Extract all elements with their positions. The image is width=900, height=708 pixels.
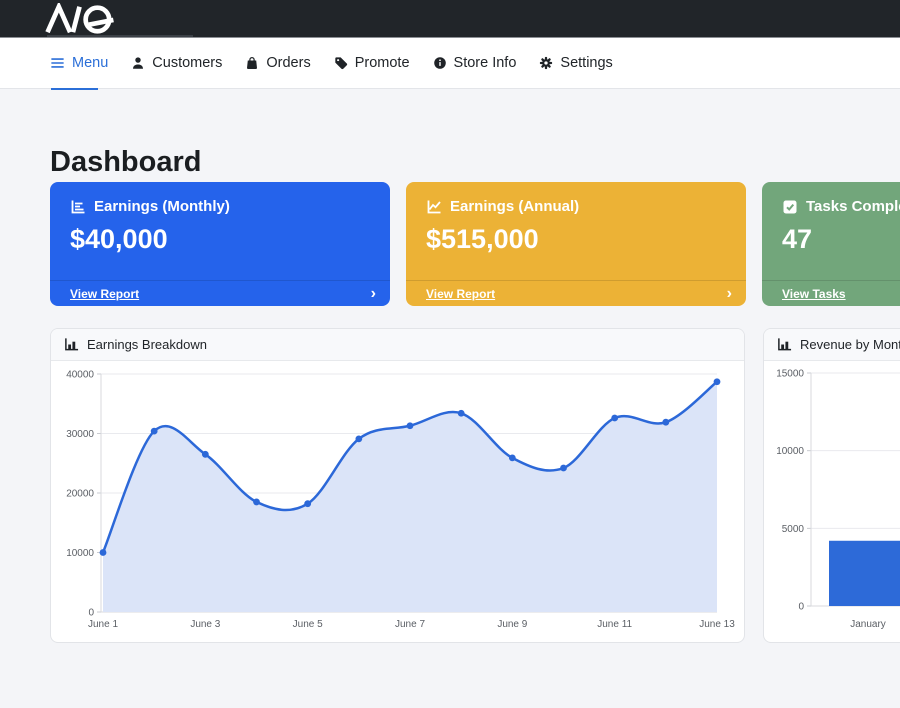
stat-card-earnings-annual: Earnings (Annual) $515,000 View Report ›	[406, 182, 746, 306]
card-footer: View Report ›	[50, 280, 390, 306]
nav-label: Menu	[72, 55, 109, 71]
stat-cards-row: Earnings (Monthly) $40,000 View Report ›…	[50, 182, 900, 306]
chart-title: Earnings Breakdown	[87, 337, 207, 352]
earnings-breakdown-card: Earnings Breakdown 0 10000 20000 30000 40000…	[50, 328, 745, 643]
bar-chart-icon	[71, 200, 85, 213]
nav-item-orders[interactable]: Orders	[245, 55, 311, 71]
svg-text:0: 0	[798, 602, 804, 613]
card-title: Earnings (Annual)	[450, 198, 580, 215]
nav-label: Orders	[266, 55, 311, 71]
svg-text:5000: 5000	[782, 524, 805, 535]
svg-text:June 7: June 7	[395, 619, 425, 630]
person-icon	[133, 57, 144, 69]
svg-text:0: 0	[88, 608, 94, 619]
bag-icon	[247, 56, 258, 70]
chart-title: Revenue by Month	[800, 337, 900, 352]
card-title: Tasks Completed	[806, 198, 900, 215]
svg-text:10000: 10000	[66, 548, 94, 559]
view-tasks-link[interactable]: View Tasks	[782, 286, 846, 301]
gear-icon	[540, 56, 553, 70]
page-title: Dashboard	[50, 146, 202, 178]
stat-card-earnings-monthly: Earnings (Monthly) $40,000 View Report ›	[50, 182, 390, 306]
page-content: Dashboard Earnings (Monthly) $40,000 Vie…	[0, 146, 900, 643]
svg-text:30000: 30000	[66, 429, 94, 440]
line-chart-icon	[427, 200, 441, 213]
chart-icon	[778, 338, 792, 351]
view-report-link[interactable]: View Report	[70, 286, 140, 301]
revenue-by-month-card: Revenue by Month 0 5000 10000 15000 January	[763, 328, 900, 643]
svg-text:January: January	[850, 619, 886, 630]
nav-label: Customers	[152, 55, 223, 71]
tag-icon	[335, 57, 347, 70]
chart-icon	[65, 338, 79, 351]
nav-item-settings[interactable]: Settings	[539, 55, 613, 71]
charts-row: Earnings Breakdown 0 10000 20000 30000 40000…	[50, 328, 900, 643]
hamburger-icon	[51, 58, 64, 68]
aiq-logo[interactable]	[40, 0, 136, 40]
stat-card-tasks-completed: Tasks Completed 47 View Tasks ›	[762, 182, 900, 306]
info-icon	[433, 57, 446, 69]
aiq-logo-icon	[45, 0, 114, 34]
card-footer: View Report ›	[406, 280, 746, 306]
svg-text:June 3: June 3	[190, 619, 220, 630]
nav-label: Store Info	[453, 55, 517, 71]
svg-text:40000: 40000	[66, 370, 94, 381]
svg-text:10000: 10000	[776, 446, 804, 457]
chevron-right-icon: ›	[726, 284, 732, 302]
svg-text:June 5: June 5	[293, 619, 323, 630]
active-tab-indicator	[51, 88, 98, 90]
svg-text:June 11: June 11	[597, 619, 632, 630]
nav-item-store-info[interactable]: Store Info	[433, 55, 517, 71]
nav-item-menu[interactable]: Menu	[50, 55, 108, 71]
nav-item-promote[interactable]: Promote	[334, 55, 410, 71]
main-nav: Menu Customers Orders Promote Store Info	[0, 38, 900, 90]
card-value: $40,000	[70, 224, 168, 254]
top-app-bar	[0, 0, 900, 38]
svg-text:15000: 15000	[776, 369, 804, 380]
card-footer: View Tasks ›	[762, 280, 900, 306]
revenue-bar-chart: 0 5000 10000 15000 January	[776, 369, 900, 630]
logo-underline	[47, 35, 193, 37]
check-square-icon	[783, 200, 797, 213]
nav-item-customers[interactable]: Customers	[131, 55, 222, 71]
view-report-link[interactable]: View Report	[426, 286, 496, 301]
card-value: 47	[782, 224, 813, 254]
card-value: $515,000	[426, 224, 539, 254]
nav-label: Settings	[560, 55, 613, 71]
chevron-right-icon: ›	[370, 284, 376, 302]
nav-label: Promote	[354, 55, 410, 71]
svg-text:June 13: June 13	[699, 619, 735, 630]
svg-text:June 9: June 9	[497, 619, 527, 630]
svg-text:June 1: June 1	[88, 619, 118, 630]
svg-text:20000: 20000	[66, 489, 94, 500]
earnings-line-chart: 0 10000 20000 30000 40000 June 1 June 3 June 5 J…	[66, 370, 735, 631]
card-title: Earnings (Monthly)	[94, 198, 230, 215]
